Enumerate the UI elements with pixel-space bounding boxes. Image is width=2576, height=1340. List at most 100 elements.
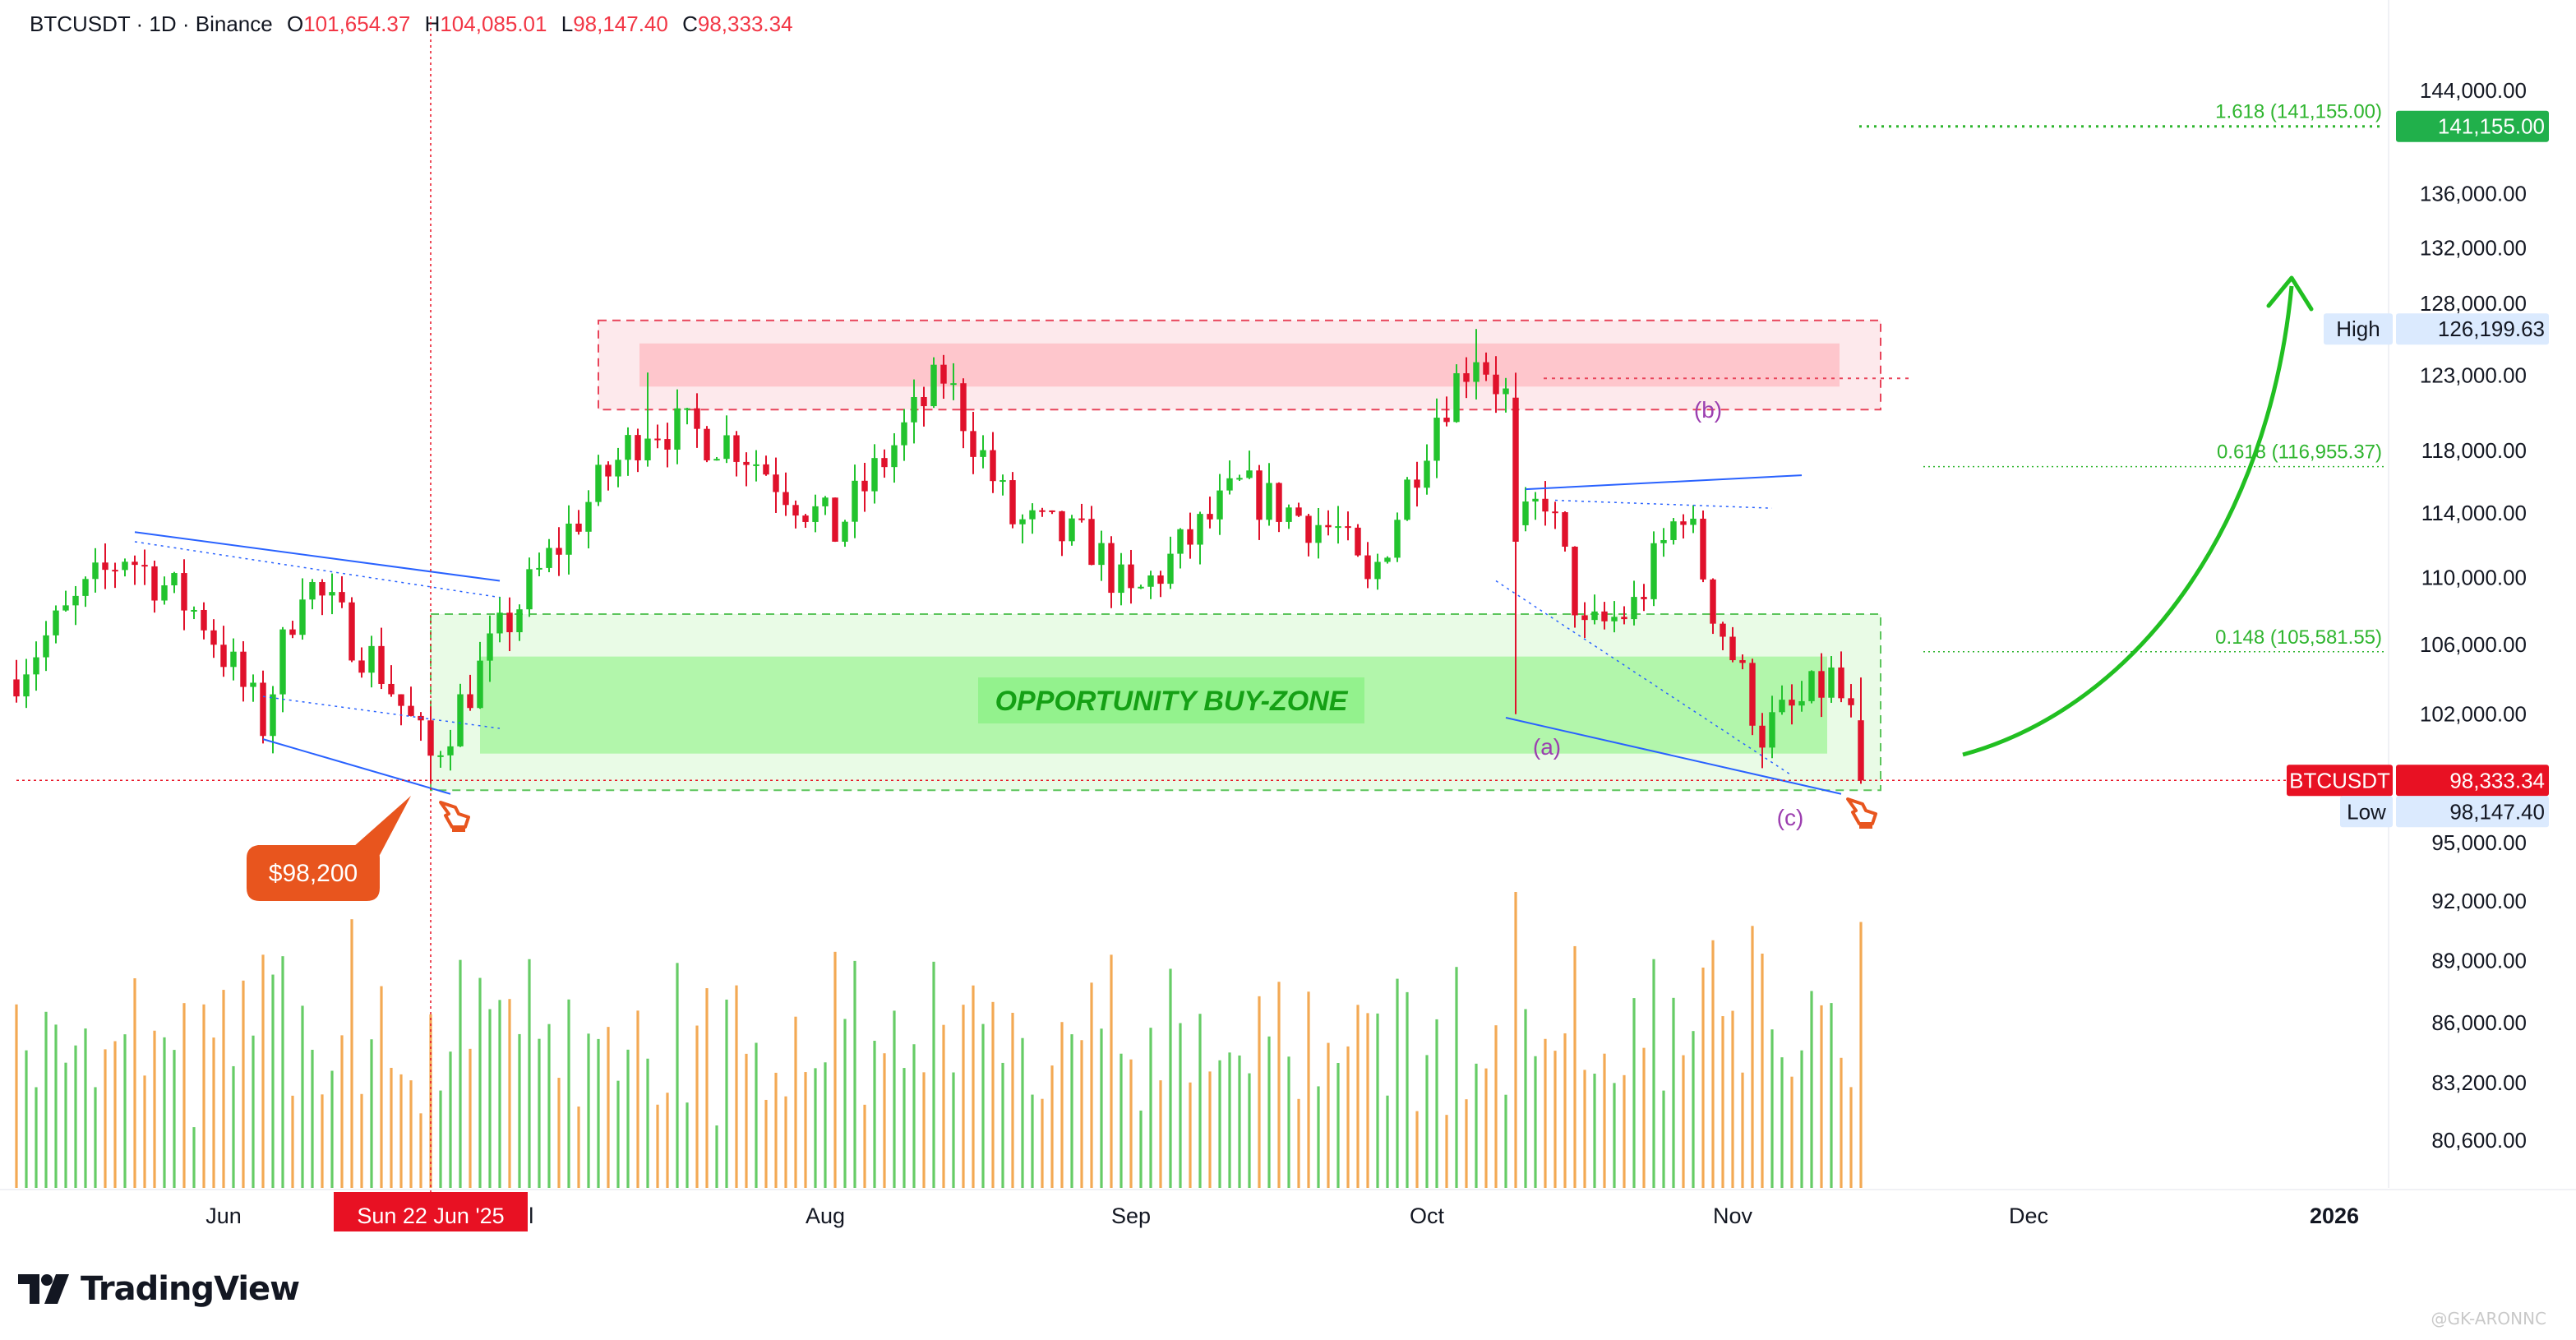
- volume-bar: [409, 1080, 413, 1188]
- volume-bar: [1297, 1098, 1300, 1188]
- candle-body: [970, 431, 976, 457]
- candle-body: [1128, 564, 1134, 589]
- low-label: L: [561, 12, 574, 36]
- candle-body: [1147, 575, 1154, 587]
- volume-bar: [725, 999, 728, 1188]
- candle-body: [1019, 519, 1026, 524]
- volume-bar: [1307, 991, 1310, 1188]
- candle-body: [556, 548, 562, 555]
- channel-upper-dotted: [134, 541, 501, 598]
- low-value: 98,147.40: [573, 12, 668, 36]
- candle-body: [398, 694, 404, 706]
- candle-body: [1009, 480, 1016, 524]
- y-tick-label: 118,000.00: [2421, 438, 2527, 463]
- volume-bar: [1790, 1076, 1794, 1188]
- candle-body: [43, 635, 49, 658]
- volume-bar: [833, 951, 837, 1188]
- volume-bar: [1366, 1013, 1369, 1188]
- volume-bar: [1110, 954, 1113, 1188]
- volume-bar: [676, 963, 679, 1188]
- candle-body: [378, 645, 385, 684]
- candle-body: [1532, 498, 1539, 502]
- volume-bar: [163, 1037, 166, 1188]
- candle-body: [635, 435, 641, 460]
- volume-bar: [1060, 1022, 1064, 1188]
- candle-body: [1759, 725, 1766, 748]
- high-price-tag-prefix: High: [2336, 317, 2380, 341]
- volume-bar: [1149, 1028, 1152, 1188]
- candle-body: [1631, 597, 1637, 620]
- target-price-tag-bg: [2396, 110, 2549, 142]
- hand-pointer-icon-shape: [1846, 797, 1877, 825]
- candle-body: [270, 694, 276, 737]
- volume-bar: [261, 954, 265, 1188]
- tradingview-logo[interactable]: TradingView: [18, 1269, 300, 1309]
- candle-body: [723, 435, 730, 460]
- volume-bar: [508, 999, 511, 1188]
- volume-bar: [429, 1014, 432, 1188]
- candle-body: [1473, 362, 1480, 382]
- volume-bar: [794, 1016, 797, 1188]
- volume-bar: [1701, 967, 1705, 1188]
- volume-bar: [853, 960, 856, 1188]
- candle-body: [1424, 460, 1430, 488]
- candle-body: [1581, 615, 1588, 621]
- volume-bar: [1100, 1028, 1103, 1188]
- volume-bar: [1425, 1055, 1429, 1188]
- candle-body: [299, 599, 306, 635]
- candle-body: [358, 660, 365, 673]
- candle-body: [53, 610, 59, 635]
- volume-layer: [15, 892, 1863, 1188]
- candle-body: [625, 435, 631, 460]
- volume-bar: [192, 1127, 196, 1188]
- volume-bar: [528, 959, 531, 1188]
- volume-bar: [104, 1049, 107, 1188]
- volume-bar: [1346, 1046, 1350, 1188]
- volume-bar: [1386, 1095, 1389, 1188]
- y-tick-label: 136,000.00: [2420, 182, 2527, 206]
- candle-body: [1226, 478, 1233, 491]
- volume-bar: [1396, 978, 1399, 1188]
- candle-body: [23, 674, 30, 697]
- candle-body: [713, 459, 720, 461]
- channel-upper-line: [134, 531, 501, 582]
- volume-bar: [1218, 1060, 1221, 1188]
- candle-body: [1621, 617, 1627, 620]
- volume-bar: [1356, 1005, 1360, 1188]
- volume-bar: [1041, 1098, 1044, 1188]
- volume-bar: [636, 1010, 639, 1188]
- candle-body: [437, 755, 444, 757]
- wave-a-label: (a): [1533, 734, 1561, 760]
- candle-body: [704, 428, 710, 461]
- volume-bar: [281, 956, 284, 1188]
- volume-bar: [873, 1041, 876, 1188]
- volume-bar: [1623, 1074, 1626, 1188]
- candle-body: [1236, 478, 1243, 480]
- candle-body: [1848, 698, 1854, 705]
- volume-bar: [1198, 1014, 1202, 1188]
- volume-bar: [1662, 1090, 1665, 1188]
- candle-body: [141, 565, 148, 567]
- volume-bar: [1445, 1115, 1448, 1188]
- volume-bar: [843, 1019, 847, 1188]
- volume-bar: [1642, 1047, 1646, 1188]
- x-tick-label: 2026: [2310, 1204, 2359, 1228]
- candle-body: [1335, 526, 1341, 529]
- volume-bar: [459, 959, 462, 1188]
- candle-body: [980, 450, 986, 457]
- y-tick-label: 110,000.00: [2421, 566, 2527, 590]
- volume-bar: [222, 990, 225, 1188]
- candle-body: [1187, 529, 1193, 545]
- candle-body: [1345, 526, 1351, 529]
- volume-bar: [518, 1033, 521, 1188]
- candle-body: [911, 396, 917, 423]
- candle-body: [388, 683, 395, 695]
- candle-body: [1591, 611, 1598, 621]
- candle-body: [1216, 490, 1223, 520]
- volume-bar: [932, 961, 935, 1188]
- volume-bar: [1159, 1080, 1162, 1188]
- candle-body: [82, 579, 89, 596]
- volume-bar: [360, 1093, 363, 1188]
- candle-body: [309, 582, 316, 600]
